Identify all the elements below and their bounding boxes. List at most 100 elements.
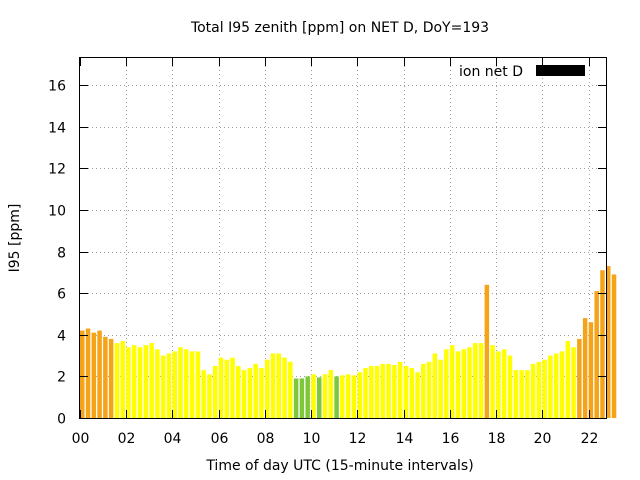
bar [334,376,339,418]
x-tick-label: 14 [396,431,414,447]
x-tick-label: 12 [349,431,367,447]
bar [386,363,391,418]
bar [282,357,287,418]
bar [611,274,617,418]
bar [212,365,218,418]
y-tick-label: 12 [48,162,66,178]
bar [108,338,114,418]
bar [577,338,582,418]
bar [178,347,183,418]
bar [288,361,293,418]
bar [311,374,316,418]
bar [588,322,594,418]
bar [542,359,547,418]
bar [236,365,241,418]
y-tick-label: 2 [57,370,66,386]
bar [345,374,351,418]
bar [166,353,172,418]
bar [340,375,345,418]
bar [484,284,490,418]
x-tick-label: 22 [581,431,599,447]
legend: ion net D [459,64,585,80]
bar [380,363,386,418]
y-tick-label: 0 [57,412,66,428]
bar [224,359,230,418]
bar [189,351,195,418]
bar [421,363,426,418]
bar [461,349,467,418]
bar [426,361,432,418]
bars [80,266,617,418]
bar [172,351,177,418]
x-tick-label: 08 [257,431,275,447]
bar [519,370,524,418]
bar [548,355,553,418]
bar [132,345,137,418]
y-tick-label: 16 [48,79,66,95]
bar [455,351,461,418]
legend-label: ion net D [459,64,523,80]
x-axis-label: Time of day UTC (15-minute intervals) [205,458,473,474]
chart-title: Total I95 zenith [ppm] on NET D, DoY=193 [190,20,489,36]
x-tick-label: 20 [534,431,552,447]
bar [299,378,305,418]
x-tick-label: 04 [164,431,182,447]
bar [594,291,599,418]
bar [97,330,102,418]
bar [85,328,91,418]
legend-swatch [536,65,585,76]
bar [103,336,108,418]
bar [409,368,414,418]
x-tick-label: 00 [72,431,90,447]
y-tick-label: 4 [57,329,66,345]
bar [369,365,374,418]
bar [120,341,125,418]
bar [565,341,571,418]
bar [160,355,166,418]
bar [91,332,97,418]
bar [467,347,472,418]
y-tick-label: 8 [57,246,66,262]
bar [432,353,438,418]
bar [415,372,420,418]
bar [490,345,495,418]
bar [600,270,605,418]
bar [80,330,85,418]
bar [530,363,536,418]
bar [230,357,235,418]
bar [305,376,310,418]
bar [559,351,565,418]
bar [195,351,201,418]
bar [149,343,154,418]
bar [328,370,334,418]
bar [270,353,276,418]
bar [582,318,588,418]
x-tick-label: 02 [118,431,136,447]
bar [478,343,484,418]
x-tick-label: 06 [211,431,229,447]
bar [114,343,120,418]
bar [525,370,530,418]
bar [253,363,258,418]
bar [184,349,189,418]
bar [473,343,478,418]
bar [444,349,449,418]
bar [553,353,559,418]
bar [571,347,576,418]
plot-frame [79,57,607,419]
y-axis-label: I95 [ppm] [7,204,23,273]
bar [126,347,131,418]
bar [201,370,206,418]
bar [501,349,507,418]
bar [155,349,160,418]
grid-lines [80,58,606,418]
bar [363,368,368,418]
bar [137,347,143,418]
bar [293,378,299,418]
bar [357,372,362,418]
bar [374,365,380,418]
bar [218,357,224,418]
bar [397,361,403,418]
